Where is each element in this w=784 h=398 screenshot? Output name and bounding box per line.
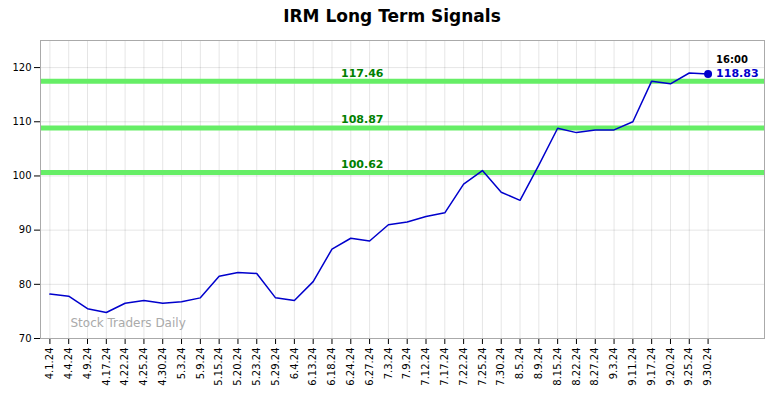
svg-text:9.17.24: 9.17.24	[646, 348, 657, 386]
svg-text:5.20.24: 5.20.24	[232, 348, 243, 386]
svg-text:7.3.24: 7.3.24	[383, 348, 394, 380]
svg-text:6.27.24: 6.27.24	[364, 348, 375, 386]
svg-text:6.4.24: 6.4.24	[289, 348, 300, 380]
svg-text:Stock Traders Daily: Stock Traders Daily	[71, 316, 186, 330]
svg-text:9.11.24: 9.11.24	[627, 348, 638, 386]
svg-text:118.83: 118.83	[716, 67, 758, 80]
svg-text:7.12.24: 7.12.24	[420, 348, 431, 386]
svg-text:5.29.24: 5.29.24	[270, 348, 281, 386]
svg-text:8.5.24: 8.5.24	[514, 348, 525, 380]
svg-text:8.22.24: 8.22.24	[571, 348, 582, 386]
svg-text:9.30.24: 9.30.24	[702, 348, 713, 386]
svg-text:5.23.24: 5.23.24	[251, 348, 262, 386]
svg-text:8.9.24: 8.9.24	[533, 348, 544, 380]
svg-text:9.25.24: 9.25.24	[683, 348, 694, 386]
svg-text:7.25.24: 7.25.24	[477, 348, 488, 386]
svg-text:4.25.24: 4.25.24	[138, 348, 149, 386]
svg-text:16:00: 16:00	[716, 54, 748, 65]
svg-text:100.62: 100.62	[341, 158, 383, 171]
svg-text:5.15.24: 5.15.24	[213, 348, 224, 386]
svg-text:9.3.24: 9.3.24	[608, 348, 619, 380]
svg-text:7.9.24: 7.9.24	[401, 348, 412, 380]
svg-text:5.3.24: 5.3.24	[176, 348, 187, 380]
svg-text:110: 110	[12, 116, 31, 127]
svg-text:6.24.24: 6.24.24	[345, 348, 356, 386]
svg-text:7.30.24: 7.30.24	[495, 348, 506, 386]
svg-text:117.46: 117.46	[341, 67, 384, 80]
svg-text:5.9.24: 5.9.24	[195, 348, 206, 380]
svg-text:7.17.24: 7.17.24	[439, 348, 450, 386]
svg-text:4.1.24: 4.1.24	[44, 348, 55, 380]
svg-text:9.20.24: 9.20.24	[665, 348, 676, 386]
svg-text:108.87: 108.87	[341, 113, 383, 126]
svg-text:100: 100	[12, 170, 31, 181]
svg-text:6.13.24: 6.13.24	[307, 348, 318, 386]
svg-text:4.17.24: 4.17.24	[101, 348, 112, 386]
svg-text:90: 90	[19, 224, 32, 235]
svg-text:6.18.24: 6.18.24	[326, 348, 337, 386]
svg-text:70: 70	[19, 333, 32, 344]
svg-text:4.30.24: 4.30.24	[157, 348, 168, 386]
svg-text:7.22.24: 7.22.24	[458, 348, 469, 386]
svg-text:120: 120	[12, 62, 31, 73]
svg-text:8.27.24: 8.27.24	[589, 348, 600, 386]
svg-text:8.15.24: 8.15.24	[552, 348, 563, 386]
svg-text:80: 80	[19, 279, 32, 290]
html-text:IRM Long Term Signals: IRM Long Term Signals	[283, 6, 501, 26]
svg-text:4.9.24: 4.9.24	[82, 348, 93, 380]
svg-text:4.4.24: 4.4.24	[63, 348, 74, 380]
svg-text:4.22.24: 4.22.24	[119, 348, 130, 386]
